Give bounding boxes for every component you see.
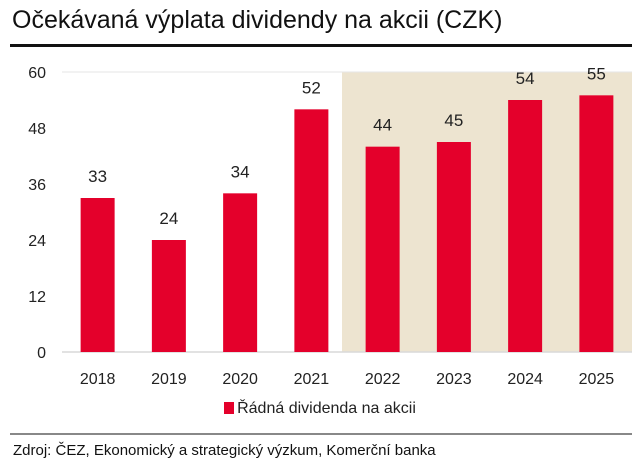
x-tick-label: 2019: [151, 371, 187, 388]
bar-2023: [436, 142, 471, 352]
data-label: 54: [516, 69, 535, 88]
data-label: 52: [302, 78, 321, 97]
y-tick-label: 12: [28, 289, 46, 306]
source-rule: [10, 433, 632, 435]
bar-2022: [365, 146, 400, 352]
chart-title: Očekávaná výplata dividendy na akcii (CZ…: [12, 6, 503, 34]
y-tick-label: 36: [28, 177, 46, 194]
data-label: 44: [373, 116, 392, 135]
bar-2019: [151, 240, 186, 352]
bar-2025: [579, 95, 614, 352]
data-label: 45: [444, 111, 463, 130]
legend-label: Řádná dividenda na akcii: [237, 400, 416, 417]
x-tick-label: 2025: [579, 371, 615, 388]
x-tick-label: 2024: [507, 371, 543, 388]
bar-2018: [80, 198, 115, 352]
legend-swatch: [224, 402, 235, 414]
bar-2020: [223, 193, 258, 352]
bar-2024: [508, 100, 543, 352]
source-note: Zdroj: ČEZ, Ekonomický a strategický výz…: [13, 442, 436, 459]
data-label: 33: [88, 167, 107, 186]
y-tick-label: 48: [28, 121, 46, 138]
data-label: 55: [587, 64, 606, 83]
y-tick-label: 0: [37, 345, 46, 362]
bar-chart: 0 12 24 36 48 60 33 2018 24 2019 34 2020 52 2021 44 202…: [28, 64, 632, 388]
bar-2021: [294, 109, 329, 352]
x-tick-label: 2021: [294, 371, 330, 388]
x-tick-label: 2022: [365, 371, 401, 388]
y-tick-label: 60: [28, 65, 46, 82]
x-tick-label: 2023: [436, 371, 472, 388]
data-label: 24: [159, 209, 178, 228]
legend: Řádná dividenda na akcii: [0, 400, 640, 418]
data-label: 34: [231, 162, 250, 181]
title-rule: [10, 44, 632, 47]
y-tick-label: 24: [28, 233, 46, 250]
x-tick-label: 2020: [222, 371, 258, 388]
x-tick-label: 2018: [80, 371, 116, 388]
